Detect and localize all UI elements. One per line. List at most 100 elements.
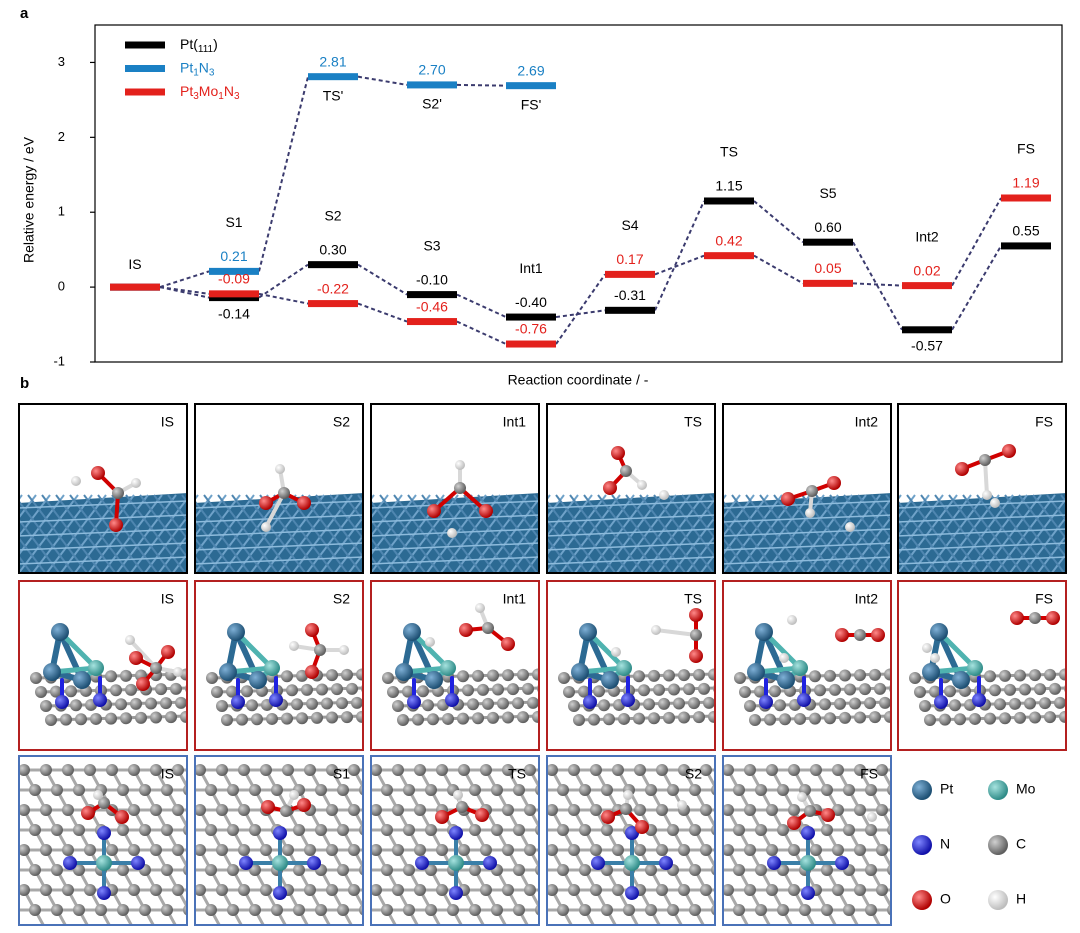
atom — [348, 804, 360, 816]
energy-level — [1001, 194, 1051, 202]
atom — [206, 672, 218, 684]
atom — [194, 844, 206, 856]
slab-bond — [153, 494, 188, 542]
atom — [65, 685, 77, 698]
atom — [273, 886, 287, 900]
value-label: 0.21 — [220, 248, 247, 264]
slab-bond — [1064, 569, 1067, 574]
slab-bond — [573, 494, 635, 574]
atom — [150, 804, 162, 816]
atom — [568, 884, 580, 896]
slab-bond — [291, 494, 353, 574]
atom — [849, 697, 861, 710]
legend-label: N — [940, 836, 950, 852]
atom — [645, 864, 657, 876]
atom — [854, 669, 866, 682]
slab-bond — [329, 494, 364, 542]
atom — [535, 784, 540, 796]
legend-label: Pt1N3 — [180, 59, 215, 78]
atom — [275, 464, 285, 474]
slab-bond — [83, 494, 145, 574]
atom — [286, 684, 298, 697]
atom — [442, 712, 454, 725]
atom — [90, 712, 102, 725]
slab-bond — [221, 494, 283, 574]
atom — [809, 670, 821, 683]
atom — [269, 693, 283, 707]
slab-bond — [897, 556, 1067, 565]
atom — [315, 904, 327, 916]
atom — [744, 764, 756, 776]
connector — [159, 270, 210, 289]
frame-label: S1 — [333, 766, 350, 782]
atom — [620, 465, 632, 477]
atom — [227, 864, 239, 876]
atom — [472, 669, 484, 682]
atom — [249, 671, 267, 689]
slab-bond — [315, 494, 364, 560]
atom — [854, 884, 866, 896]
atom — [120, 669, 132, 682]
atom — [260, 844, 272, 856]
atom — [546, 884, 558, 896]
atom — [819, 698, 831, 711]
atom — [120, 712, 132, 725]
slab-bond — [167, 494, 188, 523]
atom — [623, 790, 633, 800]
atom — [81, 806, 95, 820]
atom — [238, 884, 250, 896]
atom — [1024, 697, 1036, 710]
slab-bond — [861, 532, 892, 574]
atom — [914, 686, 926, 698]
atom — [425, 864, 437, 876]
slab-bond — [897, 535, 926, 574]
atom — [221, 714, 233, 726]
atom — [711, 904, 716, 916]
atom — [766, 844, 778, 856]
atom — [40, 884, 52, 896]
atom — [1049, 682, 1061, 695]
x-axis-label: Reaction coordinate / - — [508, 372, 649, 388]
atom — [624, 855, 640, 871]
atom — [734, 672, 746, 684]
slab-bond — [897, 517, 940, 574]
slab-bond — [695, 494, 716, 523]
atom — [125, 683, 137, 696]
atom — [112, 487, 124, 499]
slab-bond — [897, 542, 1067, 551]
atom — [898, 764, 910, 776]
slab-bond — [18, 494, 65, 558]
atom — [571, 663, 589, 681]
atom — [29, 824, 41, 836]
atom — [799, 904, 811, 916]
atom — [591, 856, 605, 870]
atom — [150, 711, 162, 724]
atom — [457, 712, 469, 725]
atom — [502, 711, 514, 724]
slab-bond — [18, 553, 33, 574]
atom — [194, 884, 206, 896]
atom — [301, 683, 313, 696]
slab-bond — [1075, 495, 1080, 574]
atom — [677, 800, 687, 810]
slab-bond — [829, 494, 891, 574]
slab-bond — [897, 514, 1067, 523]
atom — [865, 864, 877, 876]
slab-bond — [653, 494, 715, 574]
y-tick-label: 1 — [58, 204, 65, 219]
slab-bond — [111, 494, 173, 574]
atom — [930, 653, 940, 663]
legend-atom — [912, 835, 932, 855]
legend-label: H — [1016, 891, 1026, 907]
atom — [787, 615, 797, 625]
energy-level — [308, 73, 358, 81]
atom — [448, 855, 464, 871]
frame-border — [194, 755, 364, 926]
value-label: -0.57 — [911, 338, 943, 354]
atom — [989, 684, 1001, 697]
atom — [35, 686, 47, 698]
state-label: S2' — [422, 96, 442, 112]
atom — [436, 884, 448, 896]
atom — [98, 797, 110, 809]
atom — [326, 804, 338, 816]
